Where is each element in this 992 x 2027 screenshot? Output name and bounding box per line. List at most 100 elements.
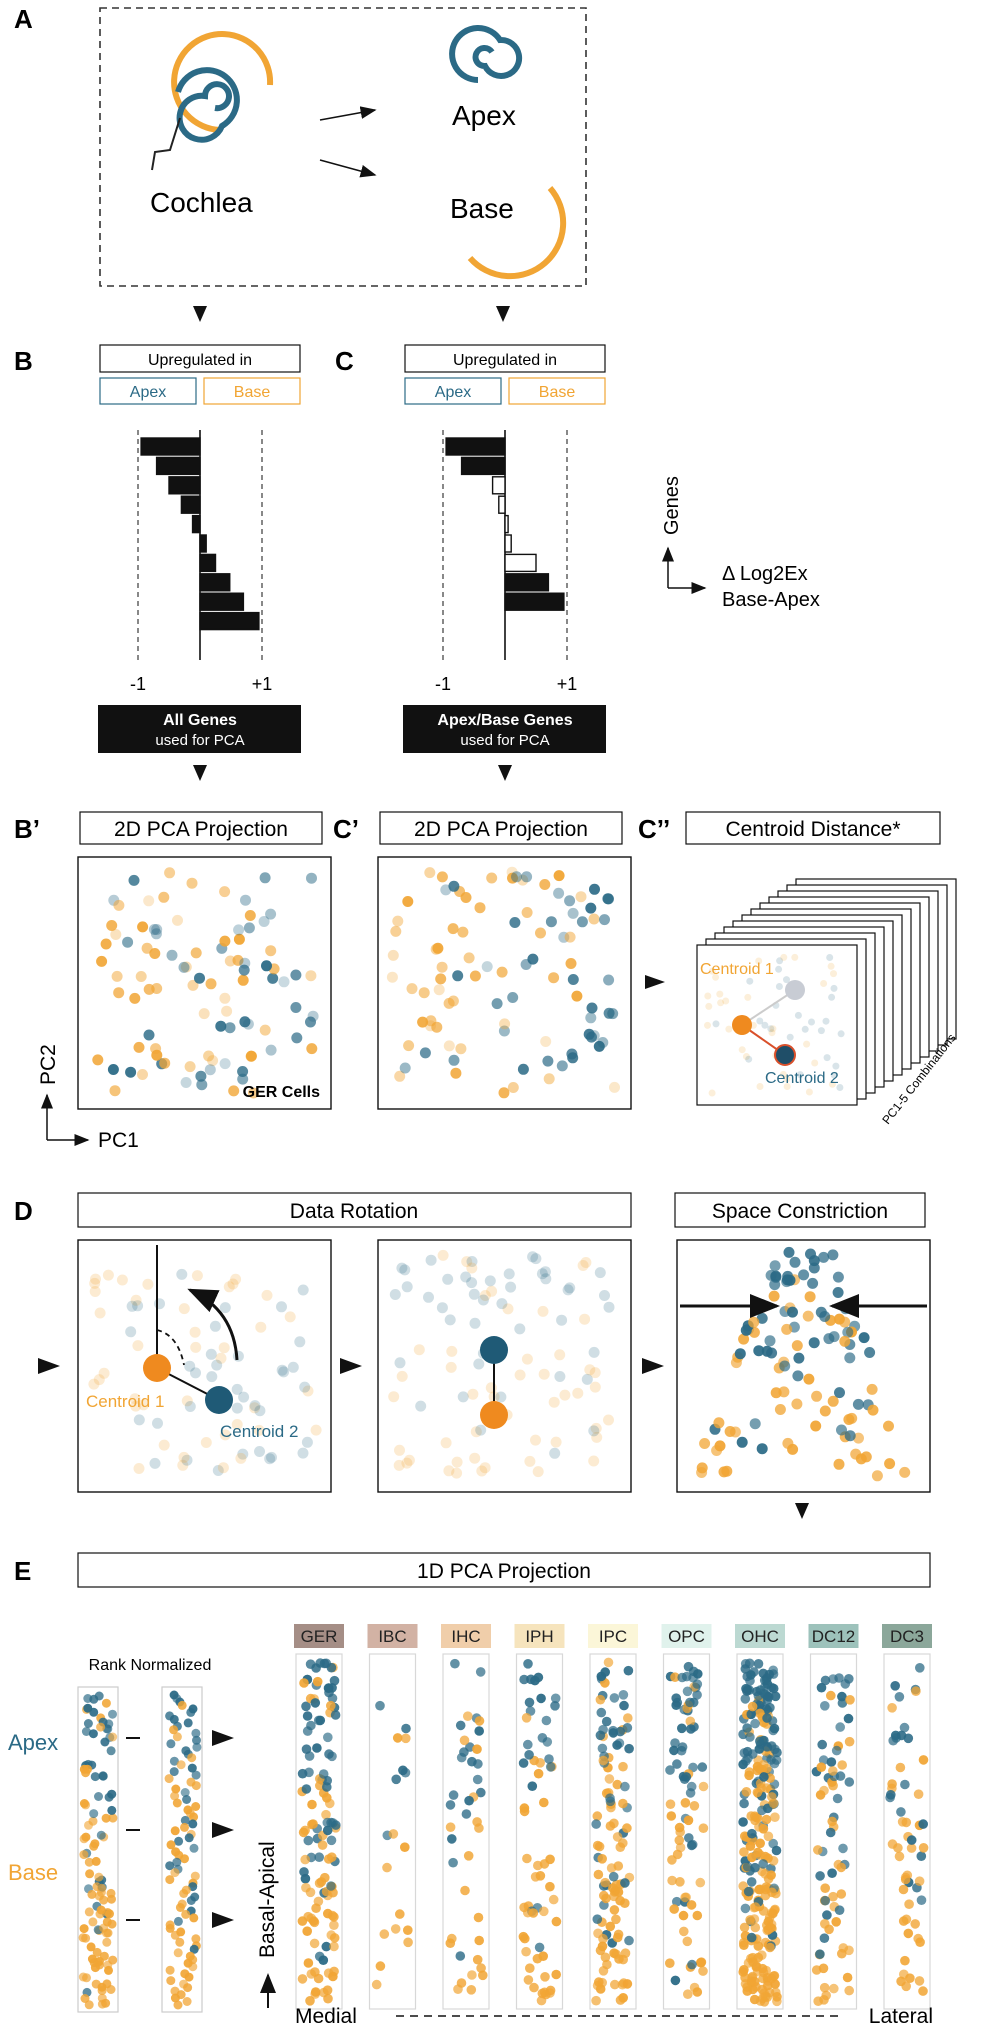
base-cell-dot xyxy=(853,1432,864,1444)
base-cell-dot xyxy=(479,1462,491,1474)
base-cell-dot xyxy=(101,1698,111,1708)
base-cell-dot xyxy=(400,1842,410,1852)
b-tick-neg: -1 xyxy=(130,674,146,694)
apex-cell-dot xyxy=(96,1830,106,1840)
base-cell-dot xyxy=(129,992,141,1004)
apex-cell-dot xyxy=(166,1739,176,1749)
apex-cell-dot xyxy=(686,1840,697,1851)
apex-cell-dot xyxy=(586,1002,598,1014)
base-cell-dot xyxy=(141,942,153,954)
apex-cell-dot xyxy=(521,871,533,883)
d1-rotation-overlay xyxy=(143,1245,239,1414)
base-cell-dot xyxy=(605,1921,616,1932)
base-cell-dot xyxy=(305,1996,315,2006)
base-cell-dot xyxy=(142,1278,154,1290)
apex-cell-dot xyxy=(605,1793,615,1803)
cell-type-label: IPC xyxy=(599,1627,627,1646)
base-cell-dot xyxy=(811,1059,819,1067)
right-triangle-cpp xyxy=(645,975,665,989)
bar-axis-key xyxy=(662,546,707,594)
base-cell-dot xyxy=(413,1344,425,1356)
base-spiral-icon xyxy=(467,186,567,280)
apex-cell-dot xyxy=(249,1400,261,1412)
base-cell-dot xyxy=(463,1711,473,1721)
base-cell-dot xyxy=(165,1923,175,1933)
base-cell-dot xyxy=(327,1852,337,1862)
base-cell-dot xyxy=(914,1876,925,1886)
apex-cell-dot xyxy=(686,1724,696,1734)
apex-cell-dot xyxy=(151,924,163,935)
base-cell-dot xyxy=(522,1853,532,1864)
base-cell-dot xyxy=(550,1436,562,1448)
apex-cell-dot xyxy=(808,1337,820,1349)
base-cell-dot xyxy=(768,1029,776,1037)
base-cell-dot xyxy=(390,925,402,937)
base-cell-dot xyxy=(819,1995,829,2005)
base-cell-dot xyxy=(329,1941,339,1952)
base-cell-dot xyxy=(506,866,518,878)
base-cell-dot xyxy=(584,1364,596,1376)
base-cell-dot xyxy=(705,1002,713,1010)
apex-cell-dot xyxy=(540,1273,552,1285)
d1-centroid2-label: Centroid 2 xyxy=(220,1422,298,1441)
b-bar-chart xyxy=(137,430,263,660)
base-cell-dot xyxy=(149,948,161,959)
base-cell-dot xyxy=(403,1040,415,1052)
base-cell-dot xyxy=(463,1851,474,1861)
apex-cell-dot xyxy=(805,1248,816,1260)
base-cell-dot xyxy=(811,1390,823,1402)
apex-cell-dot xyxy=(311,1663,321,1673)
pc1-label: PC1 xyxy=(98,1129,139,1152)
base-cell-dot xyxy=(91,1979,101,1989)
apex-cell-dot xyxy=(306,872,317,884)
cp-title-box xyxy=(379,811,623,845)
base-cell-dot xyxy=(899,1969,909,1980)
base-cell-dot xyxy=(553,870,565,882)
base-cell-dot xyxy=(698,1781,709,1792)
apex-cell-dot xyxy=(537,1733,548,1743)
gene-bar xyxy=(199,592,245,611)
base-cell-dot xyxy=(763,1831,774,1842)
base-cell-dot xyxy=(580,1257,592,1268)
apex-cell-dot xyxy=(94,1691,104,1701)
apex-cell-dot xyxy=(596,1707,607,1718)
apex-cell-dot xyxy=(844,1352,856,1364)
apex-cell-dot xyxy=(830,984,838,992)
base-cell-dot xyxy=(302,1926,313,1936)
apex-cell-dot xyxy=(297,1447,309,1459)
apex-cell-dot xyxy=(819,1933,830,1943)
base-cell-dot xyxy=(219,992,231,1004)
base-cell-dot xyxy=(598,1755,609,1766)
base-cell-dot xyxy=(265,945,277,957)
base-cell-dot xyxy=(603,1657,614,1668)
apex-cell-dot xyxy=(567,1052,579,1064)
gene-bar xyxy=(199,553,217,573)
apex-cell-dot xyxy=(745,1732,755,1742)
gene-bar xyxy=(168,476,201,495)
base-cell-dot xyxy=(130,1400,142,1412)
base-cell-dot xyxy=(470,1426,482,1438)
apex-cell-dot xyxy=(178,961,190,973)
cell-type-label: OPC xyxy=(668,1627,705,1646)
apex-cell-dot xyxy=(455,1951,466,1961)
panel-label-a: A xyxy=(14,4,33,34)
apex-cell-dot xyxy=(772,1747,782,1758)
base-cell-dot xyxy=(514,1369,526,1381)
base-cell-dot xyxy=(107,1919,117,1929)
base-cell-dot xyxy=(130,1294,142,1306)
apex-cell-dot xyxy=(742,1685,753,1695)
apex-cell-dot xyxy=(620,1781,630,1792)
base-cell-dot xyxy=(667,1875,677,1886)
apex-cell-dot xyxy=(623,1665,634,1676)
base-cell-dot xyxy=(184,1972,194,1982)
base-cell-dot xyxy=(588,913,600,925)
base-cell-dot xyxy=(111,970,123,982)
apex-cell-dot xyxy=(818,1251,830,1263)
apex-cell-dot xyxy=(536,1268,548,1280)
base-cell-dot xyxy=(460,1885,470,1896)
apex-cell-dot xyxy=(303,1835,314,1846)
gene-bar xyxy=(140,437,201,456)
apex-cell-dot xyxy=(750,1718,760,1729)
base-cell-dot xyxy=(791,1398,803,1410)
basal-apical-label: Basal-Apical xyxy=(256,1841,279,1958)
